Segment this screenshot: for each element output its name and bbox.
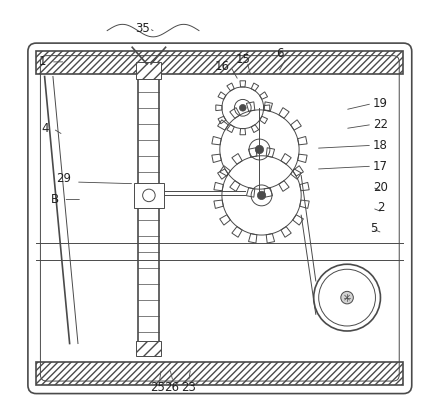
Text: 23: 23 xyxy=(181,381,196,394)
Bar xyxy=(136,341,161,356)
Text: 17: 17 xyxy=(373,160,388,173)
Text: 19: 19 xyxy=(373,97,388,110)
Text: 4: 4 xyxy=(42,122,49,135)
Text: 5: 5 xyxy=(370,222,378,235)
Text: 35: 35 xyxy=(135,22,150,35)
Text: 26: 26 xyxy=(164,381,179,394)
Circle shape xyxy=(341,291,353,304)
Text: 1: 1 xyxy=(39,55,46,68)
Text: 18: 18 xyxy=(373,139,388,152)
Circle shape xyxy=(258,191,266,199)
Circle shape xyxy=(239,105,246,111)
Bar xyxy=(36,52,403,74)
Text: 15: 15 xyxy=(235,53,250,66)
Text: 16: 16 xyxy=(215,60,229,73)
Text: 22: 22 xyxy=(373,118,388,131)
Circle shape xyxy=(255,145,263,154)
Text: 2: 2 xyxy=(377,202,384,215)
Text: 20: 20 xyxy=(373,181,388,194)
Text: 25: 25 xyxy=(150,381,165,394)
Bar xyxy=(134,183,164,208)
Text: 29: 29 xyxy=(56,172,71,185)
Bar xyxy=(136,62,161,79)
Text: B: B xyxy=(51,193,59,206)
Bar xyxy=(36,362,403,385)
Text: 6: 6 xyxy=(276,47,284,60)
